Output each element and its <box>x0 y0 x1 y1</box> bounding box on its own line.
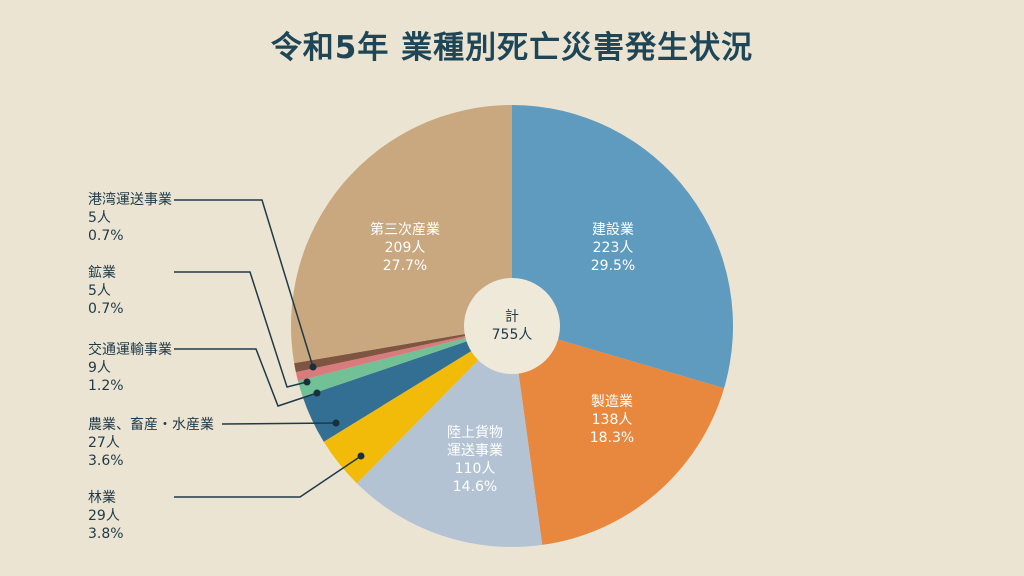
slice-label-7: 港湾運送事業 5人 0.7% <box>88 191 172 245</box>
leader-line-4 <box>221 422 337 425</box>
slice-count: 29人 <box>88 508 120 524</box>
donut-hole <box>464 278 560 374</box>
slice-pct: 14.6% <box>452 479 498 495</box>
pie-slice-2 <box>356 326 543 547</box>
leader-dot-7 <box>309 363 317 371</box>
slice-name: 建設業 <box>591 222 634 238</box>
leader-dot-4 <box>332 419 340 427</box>
slice-name: 第三次産業 <box>370 222 440 238</box>
slice-pct: 0.7% <box>88 301 124 317</box>
slice-label-5: 交通運輸事業 9人 1.2% <box>88 341 172 395</box>
slice-count: 138人 <box>591 412 633 428</box>
slice-name: 農業、畜産・水産業 <box>88 417 214 433</box>
slice-count: 27人 <box>88 435 120 451</box>
leader-line-3 <box>174 455 362 498</box>
slice-pct: 29.5% <box>590 258 636 274</box>
slice-label-6: 鉱業 5人 0.7% <box>88 264 124 318</box>
slice-pct: 0.7% <box>88 228 124 244</box>
leader-line-6 <box>174 271 308 388</box>
leader-dot-6 <box>303 378 311 386</box>
slice-pct: 3.6% <box>88 453 124 469</box>
pie-slice-4 <box>302 326 512 442</box>
total-label: 計 755人 <box>492 308 533 344</box>
slice-label-3: 林業 29人 3.8% <box>88 489 124 543</box>
slice-pct: 1.2% <box>88 378 124 394</box>
slice-label-8: 第三次産業 209人 27.7% <box>370 221 440 275</box>
slice-count: 110人 <box>454 461 496 477</box>
pie-slice-5 <box>297 326 512 397</box>
slice-name: 林業 <box>88 490 116 506</box>
slice-label-1: 製造業 138人 18.3% <box>590 393 634 447</box>
pie-slice-8 <box>291 105 512 364</box>
total-caption: 計 <box>504 309 519 325</box>
slice-label-4: 農業、畜産・水産業 27人 3.6% <box>88 416 214 470</box>
slice-name: 製造業 <box>590 394 633 410</box>
slice-name: 運送事業 <box>447 443 503 459</box>
slice-label-2: 陸上貨物運送事業 110人 14.6% <box>447 424 503 496</box>
slice-pct: 3.8% <box>88 526 124 542</box>
slice-count: 209人 <box>384 240 426 256</box>
slice-pct: 27.7% <box>382 258 428 274</box>
total-value: 755人 <box>491 327 533 343</box>
slice-name: 交通運輸事業 <box>88 342 172 358</box>
slice-count: 9人 <box>88 360 111 376</box>
leader-line-7 <box>174 199 314 368</box>
slice-count: 5人 <box>88 210 111 226</box>
leader-line-5 <box>174 348 318 407</box>
slice-label-0: 建設業 223人 29.5% <box>591 221 635 275</box>
leader-dot-3 <box>357 452 365 460</box>
chart-title: 令和5年 業種別死亡災害発生状況 <box>270 30 754 66</box>
slice-name: 陸上貨物 <box>447 425 503 441</box>
leader-dot-5 <box>313 389 321 397</box>
pie-slice-6 <box>295 326 512 382</box>
pie-slice-0 <box>512 105 734 389</box>
slice-name: 鉱業 <box>88 265 116 281</box>
pie-slice-7 <box>294 326 512 373</box>
slice-pct: 18.3% <box>589 430 635 446</box>
slice-count: 5人 <box>88 283 111 299</box>
pie-slice-1 <box>512 326 725 545</box>
slice-name: 港湾運送事業 <box>88 192 172 208</box>
pie-slice-3 <box>323 326 512 484</box>
slice-count: 223人 <box>592 240 634 256</box>
